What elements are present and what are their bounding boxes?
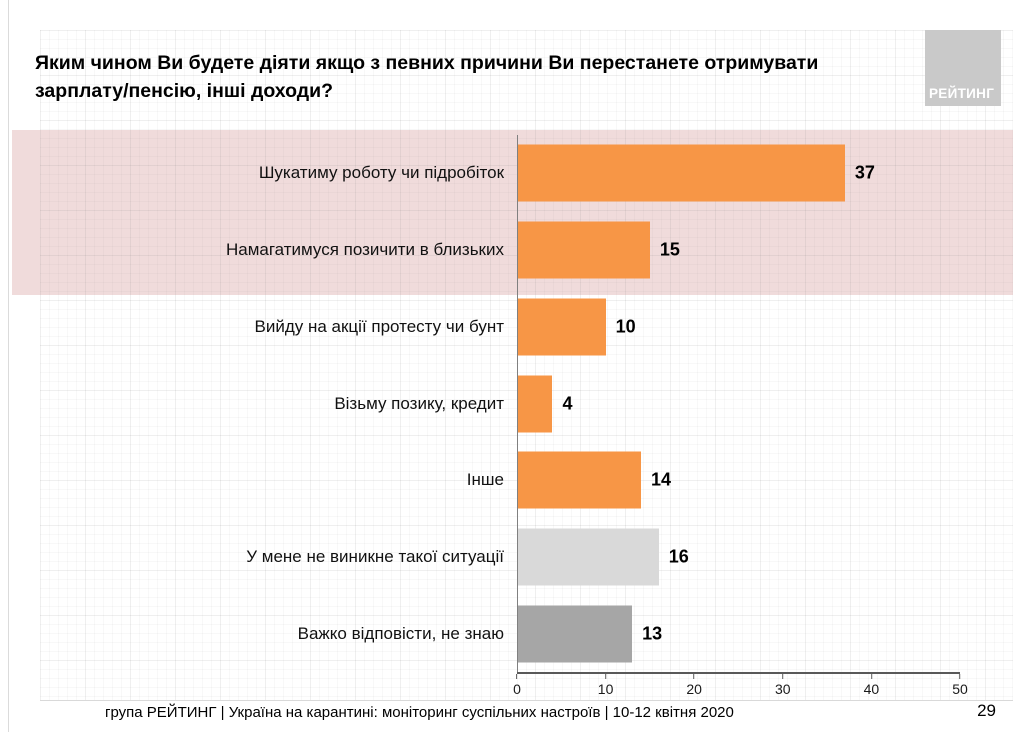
category-label: Інше: [466, 470, 504, 490]
tick-mark: [959, 674, 961, 679]
category-label: Важко відповісти, не знаю: [297, 623, 504, 643]
category-label: Намагатимуся позичити в близьких: [225, 240, 504, 260]
x-axis-tick: 50: [952, 674, 968, 697]
value-label: 14: [651, 469, 672, 490]
highlight-band: [12, 130, 1013, 295]
chart-row: Намагатимуся позичити в близьких 15: [40, 212, 960, 289]
page-title: Яким чином Ви будете діяти якщо з певних…: [35, 52, 819, 102]
footer-caption: група РЕЙТИНГ | Україна на карантині: мо…: [105, 704, 734, 721]
bar: [517, 375, 553, 433]
bar-area: 37: [517, 135, 960, 212]
value-label: 16: [668, 546, 689, 567]
value-label: 37: [854, 162, 875, 183]
page-number: 29: [977, 701, 996, 720]
value-label: 4: [562, 393, 573, 414]
value-label: 10: [615, 316, 636, 337]
bar-area: 10: [517, 288, 960, 365]
bar-area: 14: [517, 442, 960, 519]
bar: [517, 144, 845, 202]
x-axis-tick: 40: [863, 674, 880, 697]
tick-mark: [516, 674, 518, 679]
bar: [517, 298, 606, 356]
tick-mark: [605, 674, 607, 679]
chart-row: Інше 14: [40, 442, 960, 519]
category-label: Візьму позику, кредит: [334, 393, 504, 413]
chart-row: Візьму позику, кредит 4: [40, 365, 960, 442]
chart-row: У мене не виникне такої ситуації 16: [40, 519, 960, 596]
x-axis-line: [517, 672, 960, 674]
chart-rows: Шукатиму роботу чи підробіток 37 Намагатим…: [40, 135, 960, 672]
bar-area: 13: [517, 595, 960, 672]
x-axis-tick: 10: [597, 674, 614, 697]
tick-mark: [693, 674, 695, 679]
bar-area: 4: [517, 365, 960, 442]
category-label: Вийду на акції протесту чи бунт: [254, 316, 505, 336]
bar-area: 15: [517, 212, 960, 289]
chart-row: Важко відповісти, не знаю 13: [40, 595, 960, 672]
category-label: Шукатиму роботу чи підробіток: [258, 163, 504, 183]
bar: [517, 528, 659, 586]
rating-logo-text: РЕЙТИНГ: [929, 86, 995, 101]
tick-mark: [782, 674, 784, 679]
bar: [517, 221, 650, 279]
x-axis-tick: 0: [513, 674, 521, 697]
bar-area: 16: [517, 519, 960, 596]
tick-label: 30: [775, 681, 791, 697]
chart-row: Вийду на акції протесту чи бунт 10: [40, 288, 960, 365]
bar: [517, 451, 642, 509]
tick-label: 50: [952, 681, 968, 697]
bar: [517, 605, 633, 663]
x-axis-tick: 30: [775, 674, 791, 697]
value-label: 15: [659, 239, 680, 260]
footer-divider: [40, 700, 1013, 701]
bar-chart: Шукатиму роботу чи підробіток 37 Намагатим…: [40, 135, 968, 697]
tick-mark: [870, 674, 872, 679]
x-axis-ticks: 0 10 20 30 40 50: [513, 674, 968, 700]
chart-row: Шукатиму роботу чи підробіток 37: [40, 135, 960, 212]
tick-label: 0: [513, 681, 521, 697]
value-label: 13: [642, 623, 663, 644]
y-axis-line: [517, 135, 518, 672]
slide-left-edge: [8, 0, 9, 732]
category-label: У мене не виникне такої ситуації: [246, 546, 504, 566]
tick-label: 10: [597, 681, 614, 697]
x-axis-tick: 20: [686, 674, 702, 697]
tick-label: 40: [863, 681, 880, 697]
tick-label: 20: [686, 681, 702, 697]
rating-group-logo: РЕЙТИНГ: [925, 30, 1001, 106]
